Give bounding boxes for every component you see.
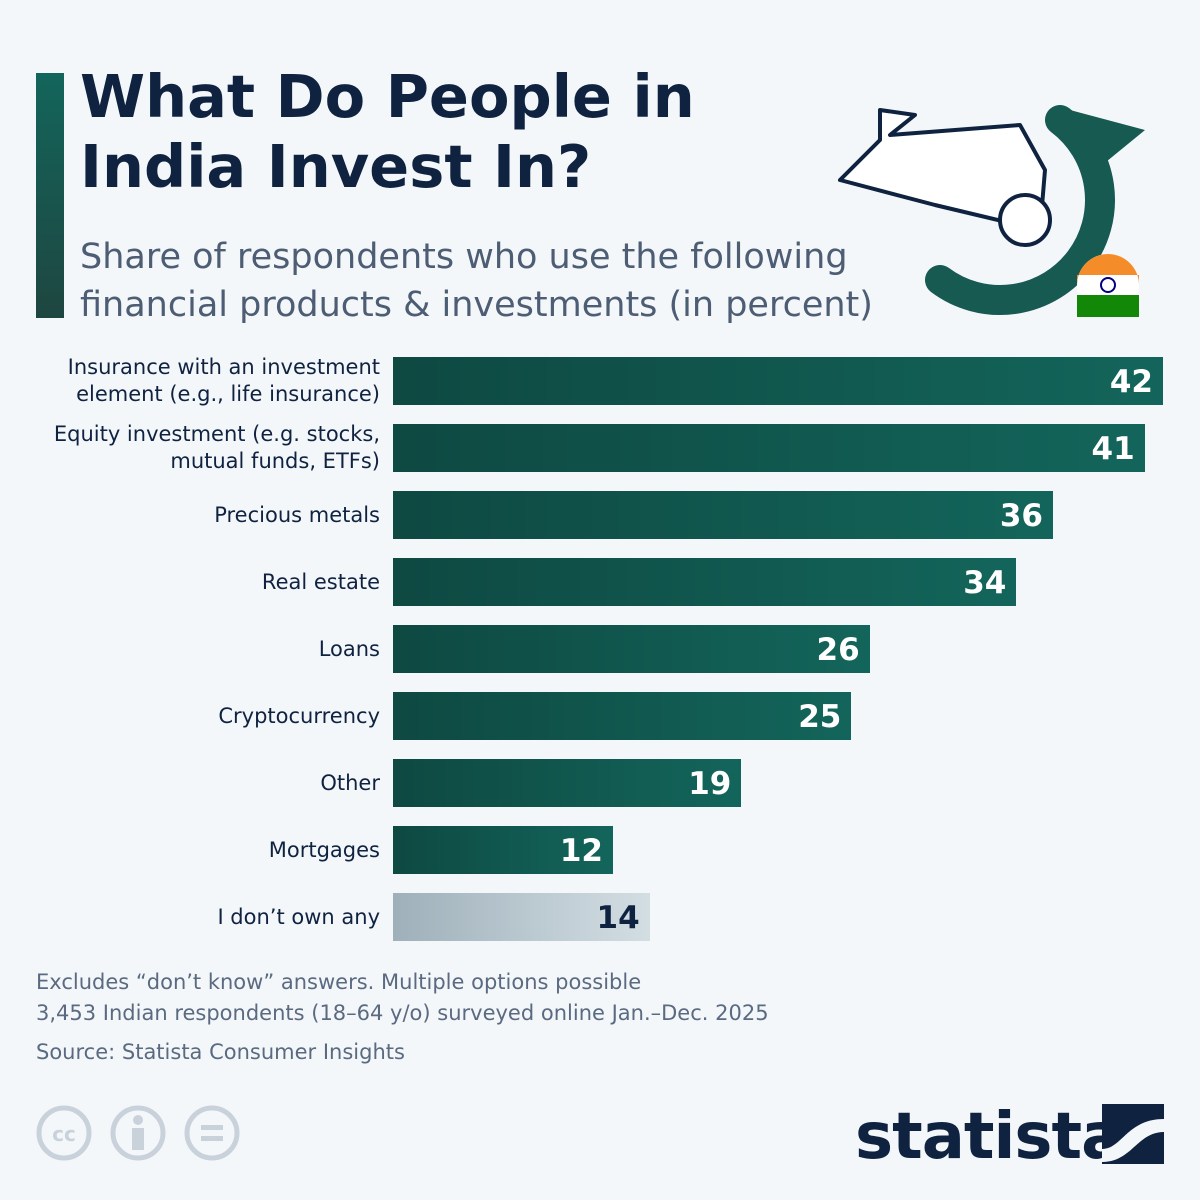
bar [393,491,1053,539]
category-label: Equity investment (e.g. stocks, mutual f… [53,422,380,473]
note: 3,453 Indian respondents (18–64 y/o) sur… [36,1001,769,1025]
bar [393,424,1145,472]
category-label: Other [320,770,380,795]
chart-subtitle: Share of respondents who use the followi… [80,237,873,325]
category-label: Real estate [261,569,380,594]
value-label: 26 [816,632,860,668]
category-label: Loans [318,636,380,661]
svg-text:cc: cc [52,1122,76,1146]
category-label: Cryptocurrency [218,703,380,728]
bar [393,558,1017,606]
bar [393,893,650,941]
value-label: 25 [798,699,842,735]
category-label: Mortgages [268,837,380,862]
brand-logo: statista [855,1100,1124,1174]
value-label: 42 [1109,364,1153,400]
brand-mark [1102,1104,1164,1164]
value-label: 14 [596,900,640,936]
bar [393,625,870,673]
bar [393,692,852,740]
license-icons: cc [36,1105,240,1161]
value-label: 36 [999,498,1043,534]
source: Source: Statista Consumer Insights [36,1040,405,1064]
category-label: Precious metals [214,502,380,527]
value-label: 12 [559,833,603,869]
value-label: 34 [963,565,1007,601]
illustration [838,105,1145,317]
category-label: Insurance with an investment element (e.… [67,355,380,406]
accent-bar [36,73,64,318]
bar [393,759,742,807]
value-label: 19 [688,766,732,802]
note: Excludes “don’t know” answers. Multiple … [36,970,642,994]
bar [393,357,1163,405]
value-label: 41 [1091,431,1135,467]
bar [393,826,613,874]
category-label: I don’t own any [217,904,380,929]
chart-title: What Do People in India Invest In? [80,62,695,201]
